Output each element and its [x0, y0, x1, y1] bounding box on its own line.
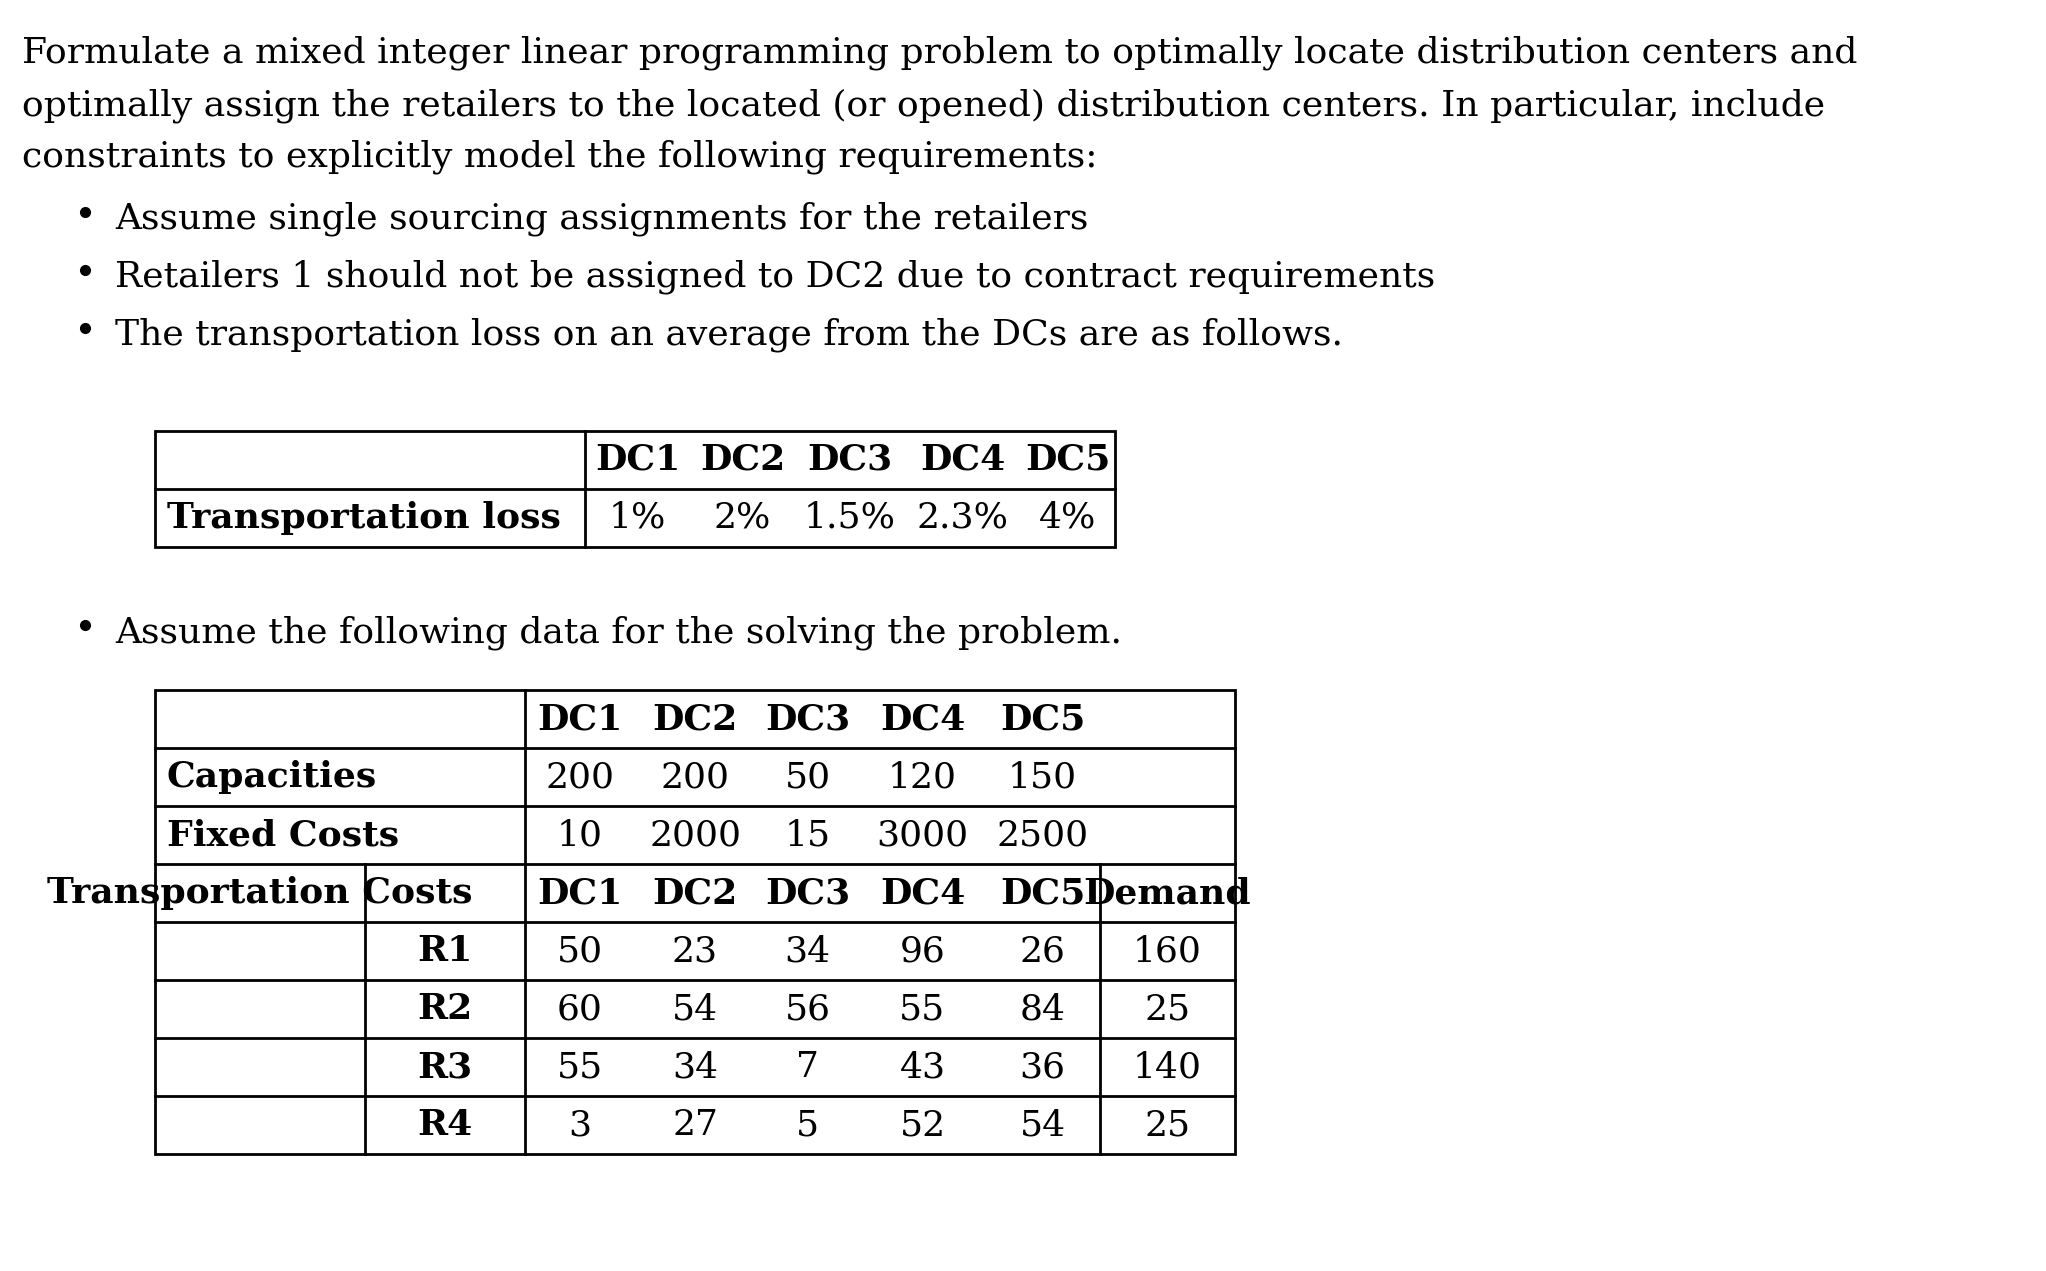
Text: 4%: 4% — [1039, 501, 1097, 535]
Text: R2: R2 — [417, 991, 473, 1026]
Text: DC2: DC2 — [700, 444, 786, 477]
Text: 3000: 3000 — [876, 819, 968, 852]
Text: 55: 55 — [900, 991, 945, 1026]
Text: DC4: DC4 — [921, 444, 1005, 477]
Text: 27: 27 — [671, 1108, 718, 1143]
Text: Transportation loss: Transportation loss — [168, 501, 561, 535]
Text: 36: 36 — [1019, 1050, 1066, 1084]
Text: 1%: 1% — [610, 501, 667, 535]
Text: Assume the following data for the solving the problem.: Assume the following data for the solvin… — [115, 615, 1121, 649]
Text: 160: 160 — [1133, 934, 1201, 969]
Text: 34: 34 — [671, 1050, 718, 1084]
Text: R4: R4 — [417, 1108, 473, 1143]
Text: 25: 25 — [1144, 1108, 1191, 1143]
Text: DC5: DC5 — [1025, 444, 1111, 477]
Text: 3: 3 — [569, 1108, 591, 1143]
Text: 200: 200 — [546, 760, 614, 794]
Text: Transportation Costs: Transportation Costs — [47, 876, 473, 910]
Bar — [155, 690, 1236, 1154]
Text: 15: 15 — [784, 819, 831, 852]
Text: DC4: DC4 — [880, 702, 966, 736]
Text: DC3: DC3 — [808, 444, 892, 477]
Text: Demand: Demand — [1084, 876, 1252, 910]
Text: R1: R1 — [417, 934, 473, 969]
Text: 150: 150 — [1009, 760, 1076, 794]
Text: 140: 140 — [1133, 1050, 1201, 1084]
Text: 5: 5 — [796, 1108, 818, 1143]
Text: 50: 50 — [557, 934, 604, 969]
Text: 120: 120 — [888, 760, 958, 794]
Text: Retailers 1 should not be assigned to DC2 due to contract requirements: Retailers 1 should not be assigned to DC… — [115, 261, 1434, 295]
Text: constraints to explicitly model the following requirements:: constraints to explicitly model the foll… — [23, 140, 1097, 174]
Text: DC4: DC4 — [880, 876, 966, 910]
Text: 52: 52 — [900, 1108, 945, 1143]
Text: DC2: DC2 — [653, 702, 739, 736]
Text: The transportation loss on an average from the DCs are as follows.: The transportation loss on an average fr… — [115, 318, 1342, 352]
Text: Formulate a mixed integer linear programming problem to optimally locate distrib: Formulate a mixed integer linear program… — [23, 36, 1858, 70]
Text: 200: 200 — [661, 760, 730, 794]
Text: 7: 7 — [796, 1050, 818, 1084]
Text: optimally assign the retailers to the located (or opened) distribution centers. : optimally assign the retailers to the lo… — [23, 88, 1825, 122]
Text: Capacities: Capacities — [168, 760, 376, 794]
Text: 2.3%: 2.3% — [917, 501, 1009, 535]
Text: 60: 60 — [557, 991, 604, 1026]
Text: DC1: DC1 — [595, 444, 679, 477]
Text: DC5: DC5 — [1000, 876, 1084, 910]
Text: 54: 54 — [671, 991, 718, 1026]
Text: 54: 54 — [1019, 1108, 1066, 1143]
Text: 10: 10 — [557, 819, 604, 852]
Text: DC2: DC2 — [653, 876, 739, 910]
Text: 96: 96 — [900, 934, 945, 969]
Text: Assume single sourcing assignments for the retailers: Assume single sourcing assignments for t… — [115, 202, 1088, 236]
Text: DC3: DC3 — [765, 702, 851, 736]
Text: 2500: 2500 — [996, 819, 1088, 852]
Text: DC1: DC1 — [538, 876, 622, 910]
Text: 26: 26 — [1019, 934, 1066, 969]
Text: 34: 34 — [784, 934, 831, 969]
Bar — [155, 431, 1115, 547]
Text: 84: 84 — [1019, 991, 1066, 1026]
Text: 2%: 2% — [714, 501, 771, 535]
Text: DC1: DC1 — [538, 702, 622, 736]
Text: Fixed Costs: Fixed Costs — [168, 819, 399, 852]
Text: 23: 23 — [671, 934, 718, 969]
Text: 55: 55 — [557, 1050, 604, 1084]
Text: R3: R3 — [417, 1050, 473, 1084]
Text: 2000: 2000 — [649, 819, 741, 852]
Text: 56: 56 — [784, 991, 831, 1026]
Text: 25: 25 — [1144, 991, 1191, 1026]
Text: 50: 50 — [784, 760, 831, 794]
Text: 1.5%: 1.5% — [804, 501, 896, 535]
Text: DC5: DC5 — [1000, 702, 1084, 736]
Text: DC3: DC3 — [765, 876, 851, 910]
Text: 43: 43 — [900, 1050, 945, 1084]
